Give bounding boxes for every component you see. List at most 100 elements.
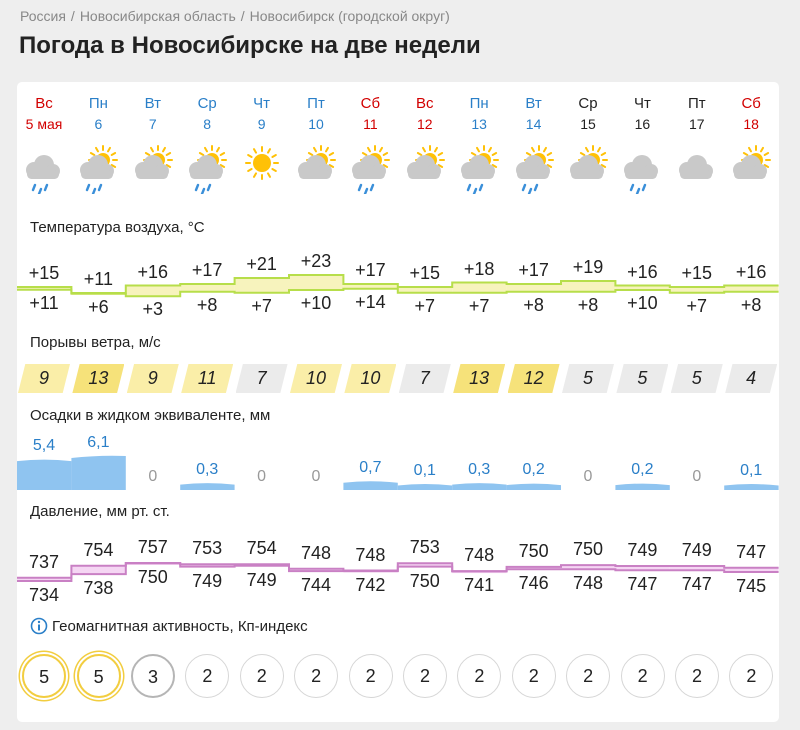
day-of-week: Чт <box>253 95 271 112</box>
pressure-min-line <box>17 562 779 579</box>
breadcrumb-link-country[interactable]: Россия <box>20 8 66 24</box>
page-title: Погода в Новосибирске на две недели <box>19 32 481 59</box>
pressure-max-value: 749 <box>627 540 658 560</box>
temperature-band <box>506 284 561 292</box>
day-column[interactable]: Сб 11 <box>343 95 397 132</box>
pressure-min-value: 746 <box>518 573 549 594</box>
temperature-max-value: +17 <box>518 260 549 280</box>
wind-gust-badge: 10 <box>344 364 397 393</box>
breadcrumb-link-district[interactable]: Новосибирск (городской округ) <box>249 8 450 24</box>
pressure-min-value: 750 <box>409 570 440 591</box>
temperature-min-value: +10 <box>300 293 332 313</box>
pressure-max-value: 747 <box>736 541 767 562</box>
pressure-max-value: 754 <box>246 538 277 559</box>
temperature-min-line <box>17 287 779 298</box>
wind-gust-badge: 12 <box>507 364 560 393</box>
pressure-band <box>180 564 235 567</box>
temperature-label: Температура воздуха, °C <box>30 219 205 236</box>
day-of-week: Вс <box>35 95 53 112</box>
temperature-max-value: +15 <box>409 263 441 283</box>
sun-cloud-icon <box>406 145 445 179</box>
precip-value: 0 <box>583 468 593 485</box>
temperature-band <box>724 285 779 292</box>
temperature-min-value: +14 <box>355 291 386 312</box>
pressure-max-value: 748 <box>355 544 386 565</box>
pressure-band <box>71 565 126 575</box>
precip-value: 0 <box>257 468 267 485</box>
day-of-week: Сб <box>360 95 381 112</box>
precip-value: 0,3 <box>468 460 491 478</box>
geomagnetic-index-badge: 2 <box>457 654 502 698</box>
precip-value: 0,1 <box>740 461 763 479</box>
day-column[interactable]: Пт 10 <box>289 95 343 132</box>
day-date: 6 <box>94 116 103 132</box>
precip-value: 0,3 <box>196 460 219 478</box>
breadcrumb-link-region[interactable]: Новосибирская область <box>79 8 236 24</box>
day-date: 14 <box>525 116 542 132</box>
info-icon[interactable] <box>30 617 48 635</box>
day-date: 13 <box>471 116 487 132</box>
day-column[interactable]: Вт 7 <box>126 95 180 132</box>
day-column[interactable]: Чт 16 <box>615 95 669 132</box>
wind-gust-badge: 5 <box>616 364 669 393</box>
pressure-max-value: 753 <box>409 537 440 558</box>
day-column[interactable]: Чт 9 <box>235 95 289 132</box>
pressure-max-value: 754 <box>83 539 114 560</box>
cloud-icon <box>678 155 713 179</box>
day-date: 9 <box>257 116 266 132</box>
geomagnetic-index-badge: 2 <box>511 654 556 698</box>
geomagnetic-label: Геомагнитная активность, Кп-индекс <box>52 617 308 635</box>
precip-bar <box>71 455 126 490</box>
temperature-max-value: +17 <box>355 260 386 280</box>
wind-gust-badge: 4 <box>725 364 778 393</box>
day-column[interactable]: Ср 8 <box>180 95 234 132</box>
pressure-min-value: 749 <box>246 569 277 590</box>
precip-chart <box>17 455 779 490</box>
pressure-chart <box>17 562 779 582</box>
geomagnetic-index-badge: 2 <box>185 654 230 698</box>
geomagnetic-index-badge: 3 <box>131 654 175 698</box>
temperature-band <box>180 284 235 292</box>
day-column[interactable]: Пн 13 <box>452 95 506 132</box>
temperature-band <box>343 284 398 289</box>
temperature-max-value: +18 <box>463 258 495 279</box>
temperature-max-value: +16 <box>735 261 767 282</box>
temperature-max-value: +15 <box>681 263 713 283</box>
pressure-min-value: 747 <box>681 574 712 595</box>
day-of-week: Вт <box>144 95 161 112</box>
day-column[interactable]: Сб 18 <box>724 95 778 132</box>
wind-gust-badge: 11 <box>181 364 234 393</box>
day-column[interactable]: Вт 14 <box>507 95 561 132</box>
pressure-band <box>724 567 779 572</box>
day-date: 16 <box>634 116 651 132</box>
sun-cloud-icon <box>570 145 608 179</box>
temperature-band <box>561 281 616 292</box>
temperature-band <box>289 275 344 290</box>
temperature-band <box>397 287 453 293</box>
day-column[interactable]: Пт 17 <box>670 95 724 132</box>
cloud-rain-icon <box>26 155 60 194</box>
wind-gust-badge: 7 <box>398 364 451 393</box>
day-column[interactable]: Вс 5 мая <box>17 95 71 132</box>
day-of-week: Сб <box>741 95 761 112</box>
precip-value: 0,1 <box>413 461 436 479</box>
temperature-max-value: +17 <box>191 260 223 280</box>
precip-bar <box>180 483 235 490</box>
day-column[interactable]: Ср 15 <box>561 95 615 132</box>
sun-cloud-rain-icon <box>189 145 228 194</box>
wind-gust-badge: 7 <box>235 364 288 393</box>
day-column[interactable]: Вс 12 <box>398 95 452 132</box>
pressure-min-value: 741 <box>464 575 495 596</box>
day-column[interactable]: Пн 6 <box>71 95 125 132</box>
sun-cloud-icon <box>298 145 336 179</box>
pressure-min-value: 749 <box>192 570 223 591</box>
pressure-max-value: 750 <box>518 540 549 561</box>
temperature-chart <box>17 274 779 298</box>
temperature-max-value: +16 <box>627 261 658 282</box>
geomagnetic-index-badge: 2 <box>403 654 447 698</box>
pressure-min-value: 747 <box>627 574 658 595</box>
day-of-week: Пт <box>687 95 706 112</box>
geomagnetic-index-badge: 2 <box>348 654 393 698</box>
temperature-min-value: +7 <box>414 295 436 316</box>
sun-icon <box>244 146 279 180</box>
